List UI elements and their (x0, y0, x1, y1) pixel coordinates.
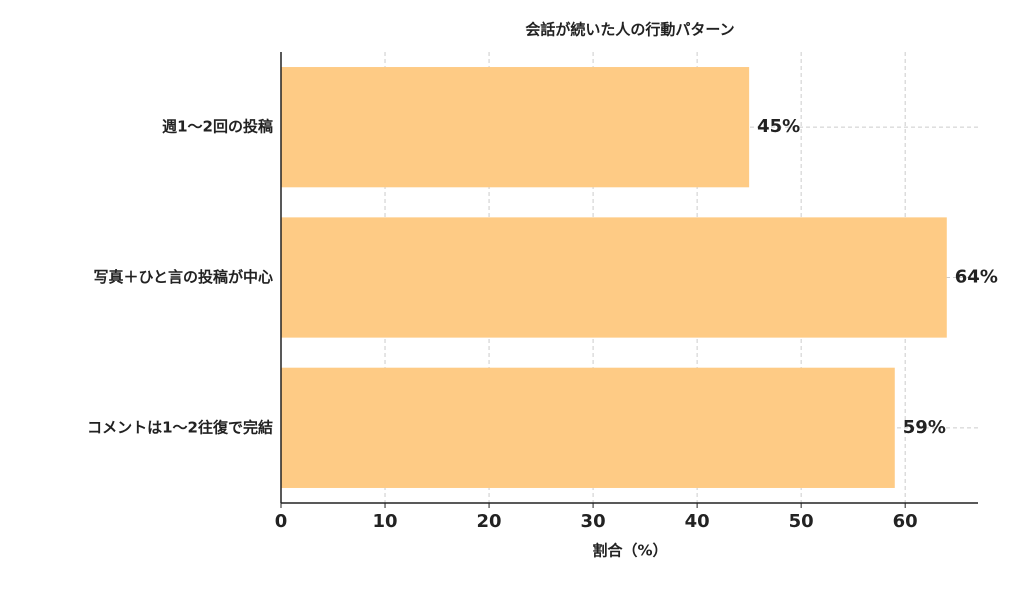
y-tick-label: コメントは1〜2往復で完結 (87, 418, 273, 436)
y-tick-label: 週1〜2回の投稿 (162, 118, 273, 136)
value-label: 45% (757, 116, 800, 137)
x-tick-label: 40 (685, 511, 710, 532)
x-tick-label: 0 (275, 511, 288, 532)
x-tick-label: 10 (372, 511, 397, 532)
bar (281, 367, 895, 488)
bar (281, 217, 947, 338)
x-tick-label: 50 (789, 511, 814, 532)
bar (281, 67, 750, 188)
x-tick-label: 30 (581, 511, 606, 532)
x-axis-label: 割合（%） (592, 542, 667, 560)
x-tick-label: 60 (893, 511, 918, 532)
chart-title: 会話が続いた人の行動パターン (525, 21, 734, 39)
x-tick-label: 20 (477, 511, 502, 532)
value-label: 64% (955, 267, 998, 288)
y-tick-label: 写真＋ひと言の投稿が中心 (93, 268, 273, 286)
value-label: 59% (903, 417, 946, 438)
